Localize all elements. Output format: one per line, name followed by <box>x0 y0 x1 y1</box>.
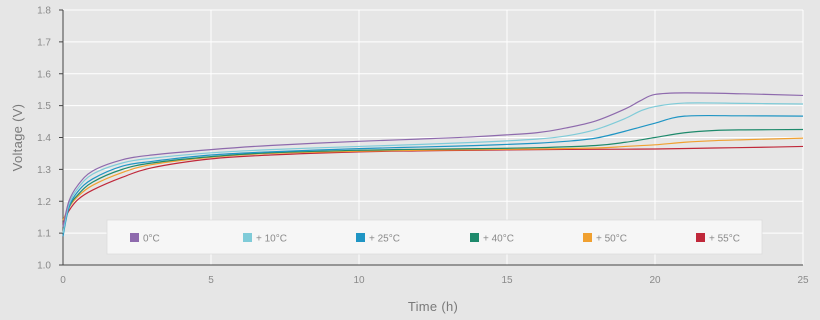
y-tick-label: 1.5 <box>37 101 51 112</box>
legend-swatch-55c <box>696 233 705 242</box>
series-line-25c <box>62 114 804 237</box>
y-tick-label: 1.8 <box>37 6 51 17</box>
y-tick-label: 1.6 <box>37 69 51 80</box>
legend-label-0c: 0°C <box>143 234 160 245</box>
series-line-55c <box>62 145 804 224</box>
legend-swatch-40c <box>470 233 479 242</box>
legend-label-40c: + 40°C <box>483 234 514 245</box>
series-line-50c <box>62 137 804 221</box>
y-tick-label: 1.4 <box>37 133 51 144</box>
legend-swatch-0c <box>130 233 139 242</box>
series-line-40c <box>62 128 804 234</box>
legend-box <box>106 219 763 255</box>
legend-label-55c: + 55°C <box>709 234 740 245</box>
x-axis-title: Time (h) <box>408 299 458 314</box>
x-tick-label: 0 <box>60 275 66 286</box>
x-tick-label: 15 <box>501 275 513 286</box>
x-tick-label: 5 <box>208 275 214 286</box>
legend-swatch-10c <box>243 233 252 242</box>
y-axis-title: Voltage (V) <box>10 104 25 172</box>
legend-label-25c: + 25°C <box>369 234 400 245</box>
y-tick-label: 1.1 <box>37 229 51 240</box>
legend-swatch-50c <box>583 233 592 242</box>
legend-label-50c: + 50°C <box>596 234 627 245</box>
y-tick-label: 1.2 <box>37 197 51 208</box>
legend-swatch-25c <box>356 233 365 242</box>
grid <box>63 9 804 265</box>
y-tick-label: 1.7 <box>37 37 51 48</box>
legend-label-10c: + 10°C <box>256 234 287 245</box>
series-group <box>62 92 804 237</box>
series-line-0c <box>62 92 804 227</box>
x-tick-label: 10 <box>353 275 365 286</box>
x-tick-label: 20 <box>649 275 661 286</box>
legend: 0°C + 10°C + 25°C + 40°C + 50°C + 55°C <box>106 219 763 255</box>
series-line-10c <box>62 102 804 234</box>
y-tick-label: 1.0 <box>37 261 51 272</box>
y-tick-label: 1.3 <box>37 165 51 176</box>
x-tick-label: 25 <box>797 275 809 286</box>
